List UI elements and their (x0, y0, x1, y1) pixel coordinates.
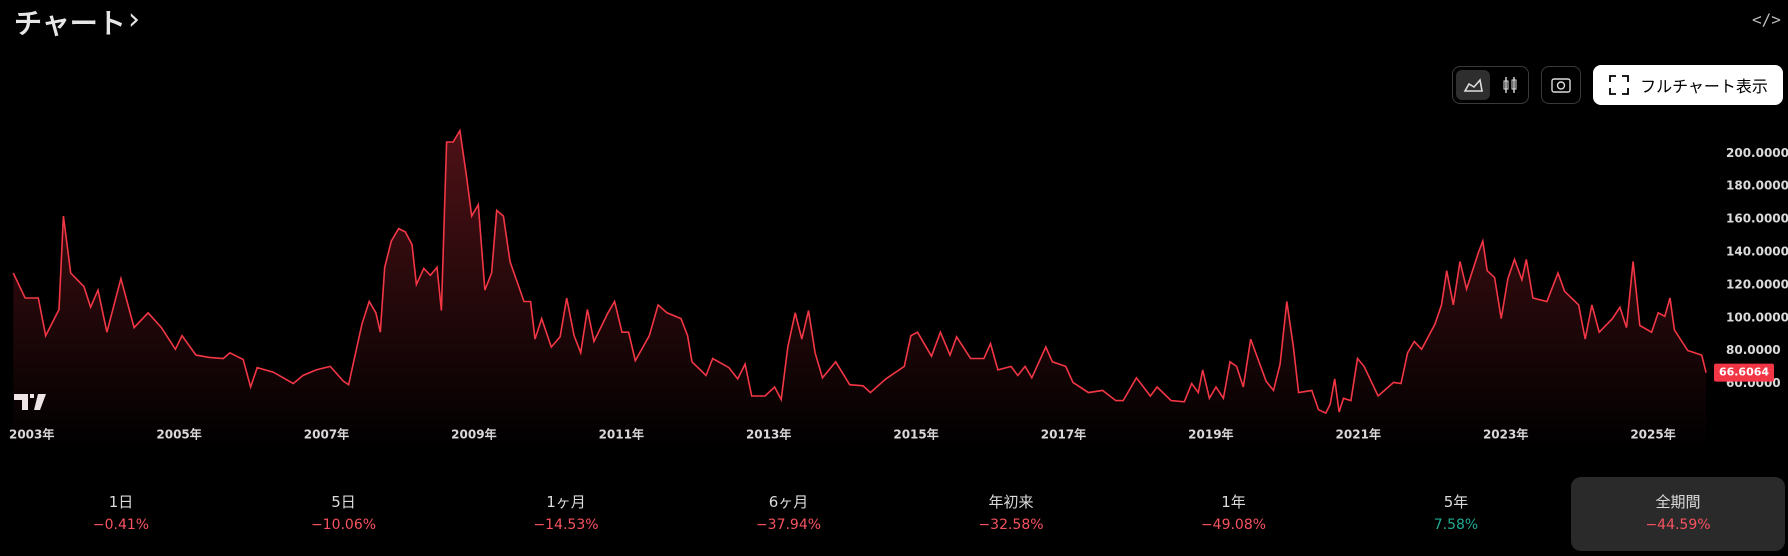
period-change: −44.59% (1645, 517, 1711, 533)
snapshot-button[interactable] (1541, 66, 1581, 104)
y-tick-label: 160.0000 (1726, 212, 1788, 226)
period-change: −37.94% (755, 517, 822, 533)
period-tab[interactable]: 5年 7.58% (1349, 477, 1563, 551)
period-change: −32.58% (978, 517, 1044, 533)
area-style-button[interactable] (1456, 70, 1490, 100)
last-price-label: 66.6064 (1719, 366, 1769, 379)
price-line (12, 128, 1707, 415)
period-change: −49.08% (1200, 517, 1267, 533)
y-tick-label: 140.0000 (1726, 244, 1788, 258)
y-tick-label: 80.0000 (1726, 343, 1781, 357)
period-tab[interactable]: 6ヶ月 −37.94% (682, 477, 896, 551)
header-title[interactable]: チャート (14, 7, 126, 40)
embed-icon[interactable]: </> (1752, 10, 1781, 29)
y-tick-label: 180.0000 (1726, 179, 1788, 193)
period-tab[interactable]: 5日 −10.06% (237, 477, 451, 551)
period-label: 6ヶ月 (768, 493, 809, 511)
period-label: 1日 (108, 493, 134, 511)
period-label: 全期間 (1655, 493, 1701, 511)
y-tick-label: 100.0000 (1726, 310, 1788, 324)
period-change: −10.06% (310, 517, 377, 533)
chart-style-group (1452, 66, 1529, 104)
period-change: −14.53% (533, 517, 599, 533)
chart: 60.000080.0000100.0000120.0000140.000016… (9, 128, 1788, 450)
full-chart-button[interactable]: フルチャート表示 (1593, 65, 1783, 105)
y-tick-label: 120.0000 (1726, 277, 1788, 291)
period-label: 1ヶ月 (546, 493, 586, 511)
period-tab[interactable]: 1ヶ月 −14.53% (459, 477, 673, 551)
candle-icon[interactable] (1495, 70, 1525, 100)
period-label: 1年 (1221, 493, 1246, 511)
period-tab[interactable]: 1日 −0.41% (14, 477, 228, 551)
fullscreen-icon (1609, 75, 1629, 95)
camera-icon (1551, 78, 1571, 93)
period-tab[interactable]: 1年 −49.08% (1127, 477, 1341, 551)
period-tab[interactable]: 全期間 −44.59% (1571, 477, 1785, 551)
period-label: 年初来 (988, 493, 1034, 511)
period-label: 5日 (331, 493, 356, 511)
chevron[interactable]: › (128, 2, 140, 37)
period-tabs: 1日 −0.41% 5日 −10.06% 1ヶ月 −14.53% 6ヶ月 −37.94% 年初来… (0, 474, 1788, 554)
full-chart-label: フルチャート表示 (1640, 77, 1768, 96)
area-fill (13, 130, 1707, 450)
y-tick-label: 200.0000 (1726, 146, 1788, 160)
area-icon (1463, 78, 1483, 92)
period-tab[interactable]: 年初来 −32.58% (904, 477, 1118, 551)
last-price-badge (1714, 363, 1774, 382)
period-label: 5年 (1443, 493, 1469, 511)
period-change: −0.41% (92, 517, 150, 533)
period-change: 7.58% (1433, 517, 1479, 533)
